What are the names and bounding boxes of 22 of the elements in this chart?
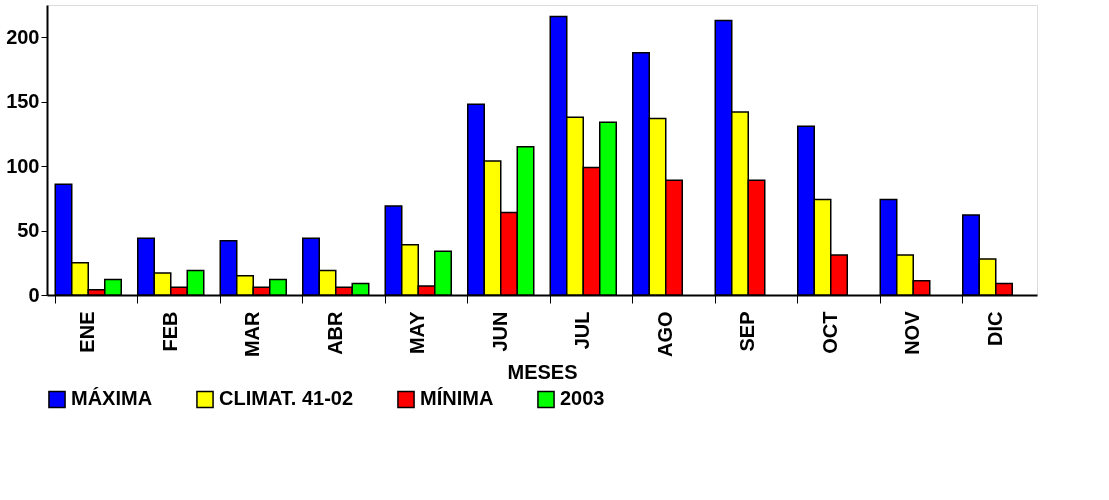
x-tick-label: ABR: [323, 310, 346, 355]
x-tick-label: AGO: [653, 311, 676, 358]
legend-label: MÁXIMA: [71, 387, 153, 410]
x-tick-label: DIC: [983, 311, 1006, 346]
y-tick-label: 0: [28, 283, 40, 306]
y-tick-label: 150: [6, 90, 40, 113]
y-tick-label: 100: [6, 154, 40, 177]
y-tick-label: 200: [6, 25, 40, 48]
x-tick-label: FEB: [158, 311, 181, 352]
x-tick-label: ENE: [76, 311, 99, 353]
x-tick-label: JUN: [488, 311, 511, 352]
x-tick-label: SEP: [736, 311, 759, 352]
legend-label: CLIMAT. 41-02: [219, 387, 354, 410]
x-tick-label: MAY: [406, 310, 429, 355]
x-tick-label: OCT: [818, 311, 841, 354]
y-tick-label: 50: [17, 219, 40, 242]
x-tick-label: JUL: [571, 311, 594, 350]
legend-label: MÍNIMA: [420, 387, 494, 410]
legend-label: 2003: [560, 387, 605, 410]
x-axis-title: MESES: [507, 361, 578, 384]
x-tick-label: NOV: [901, 310, 924, 355]
x-tick-label: MAR: [241, 310, 264, 358]
